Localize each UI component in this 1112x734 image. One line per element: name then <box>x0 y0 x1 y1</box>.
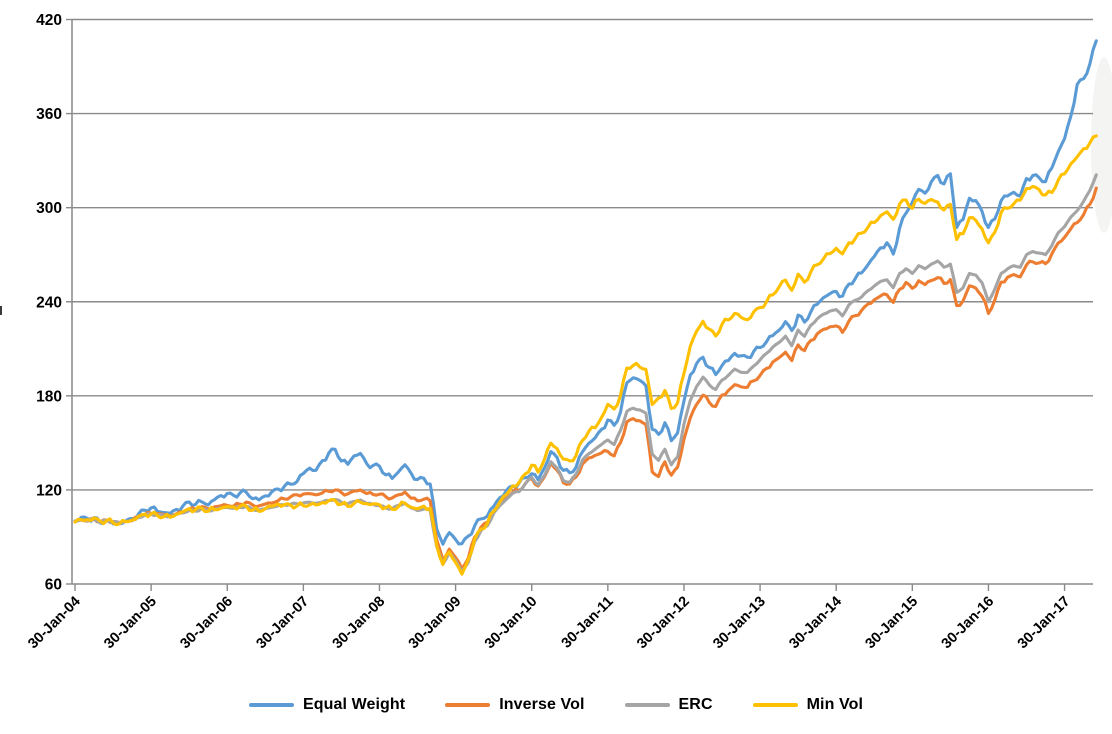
min-vol-line-swatch <box>752 703 798 707</box>
y-axis-label: 240 <box>36 294 62 311</box>
legend-item-equal-weight: Equal Weight <box>248 696 406 714</box>
x-axis-label: 30-Jan-17 <box>1015 594 1074 653</box>
scrollbar-ghost <box>1091 57 1112 233</box>
series-line-inverse-vol <box>73 186 1098 571</box>
y-axis-label: 300 <box>36 200 62 217</box>
x-axis-label: 30-Jan-05 <box>101 594 160 653</box>
legend-item-min-vol: Min Vol <box>752 696 864 714</box>
y-axis-label: 180 <box>36 388 62 405</box>
equal-weight-line-swatch <box>248 703 294 707</box>
x-axis-label: 30-Jan-06 <box>177 594 236 653</box>
legend-item-inverse-vol: Inverse Vol <box>445 696 584 714</box>
legend-label: Inverse Vol <box>499 696 585 713</box>
y-axis-label: 420 <box>36 12 62 29</box>
series-line-erc <box>73 173 1098 574</box>
x-axis-label: 30-Jan-08 <box>330 594 389 653</box>
x-axis-label: 30-Jan-11 <box>559 594 617 652</box>
y-axis-label: 360 <box>36 106 62 123</box>
x-axis-label: 30-Jan-10 <box>482 594 541 653</box>
x-axis-label: 30-Jan-12 <box>634 594 693 653</box>
x-axis-label: 30-Jan-13 <box>710 594 769 653</box>
y-axis-label: 60 <box>45 577 62 594</box>
legend-label: Min Vol <box>806 696 864 713</box>
legend: Equal Weight Inverse Vol ERC Min Vol <box>0 696 1112 714</box>
series-line-equal-weight <box>73 39 1098 546</box>
x-axis-label: 30-Jan-07 <box>254 594 313 653</box>
cropped-y-axis-title <box>0 306 2 315</box>
x-axis-label: 30-Jan-16 <box>939 594 998 653</box>
y-axis-label: 120 <box>36 482 62 499</box>
series-line-min-vol <box>73 134 1098 576</box>
legend-item-erc: ERC <box>624 696 713 714</box>
legend-label: Equal Weight <box>302 696 406 713</box>
x-axis-label: 30-Jan-15 <box>863 594 922 653</box>
x-axis-label: 30-Jan-14 <box>786 594 845 653</box>
legend-label: ERC <box>678 696 713 713</box>
x-axis-label: 30-Jan-04 <box>25 594 84 653</box>
x-axis-label: 30-Jan-09 <box>406 594 465 653</box>
erc-line-swatch <box>624 703 670 707</box>
inverse-vol-line-swatch <box>445 703 491 707</box>
